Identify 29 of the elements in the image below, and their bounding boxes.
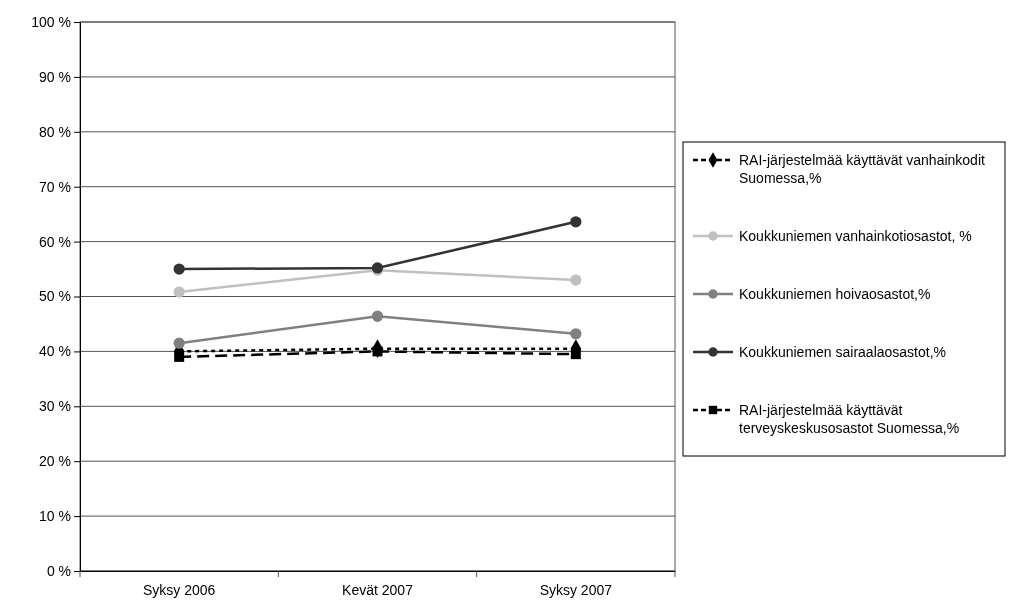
- point: [372, 346, 383, 357]
- legend-label: RAI-järjestelmää käyttävät terveyskeskusosastot Suomessa,%: [739, 402, 960, 436]
- y-tick-label: 0 %: [46, 562, 71, 579]
- x-tick-label: Kevät 2007: [342, 581, 414, 598]
- y-tick-label: 10 %: [39, 508, 71, 525]
- y-tick-label: 60 %: [39, 233, 71, 250]
- y-tick-label: 90 %: [39, 68, 71, 85]
- point: [173, 263, 185, 275]
- y-tick-label: 100 %: [31, 13, 71, 30]
- y-tick-label: 20 %: [39, 453, 71, 470]
- y-tick-label: 30 %: [39, 398, 71, 415]
- x-tick-label: Syksy 2006: [142, 581, 216, 598]
- point: [173, 337, 185, 349]
- point: [570, 216, 582, 228]
- y-tick-label: 70 %: [39, 178, 71, 195]
- legend-label: RAI-järjestelmää käyttävät vanhainkodit Suomessa,%: [739, 152, 986, 186]
- point: [570, 349, 581, 360]
- point: [570, 274, 582, 286]
- point: [173, 286, 185, 298]
- point: [174, 351, 185, 362]
- legend-label: Koukkuniemen sairaalaosastot,%: [739, 344, 947, 360]
- legend-label: Koukkuniemen vanhainkotiosastot, %: [739, 228, 972, 244]
- y-tick-label: 80 %: [39, 123, 71, 140]
- point: [371, 310, 384, 322]
- legend-label: Koukkuniemen hoivaosastot,%: [739, 286, 931, 302]
- y-tick-label: 40 %: [39, 343, 71, 360]
- x-tick-label: Syksy 2007: [539, 581, 613, 598]
- point: [570, 328, 582, 340]
- y-tick-label: 50 %: [39, 288, 71, 305]
